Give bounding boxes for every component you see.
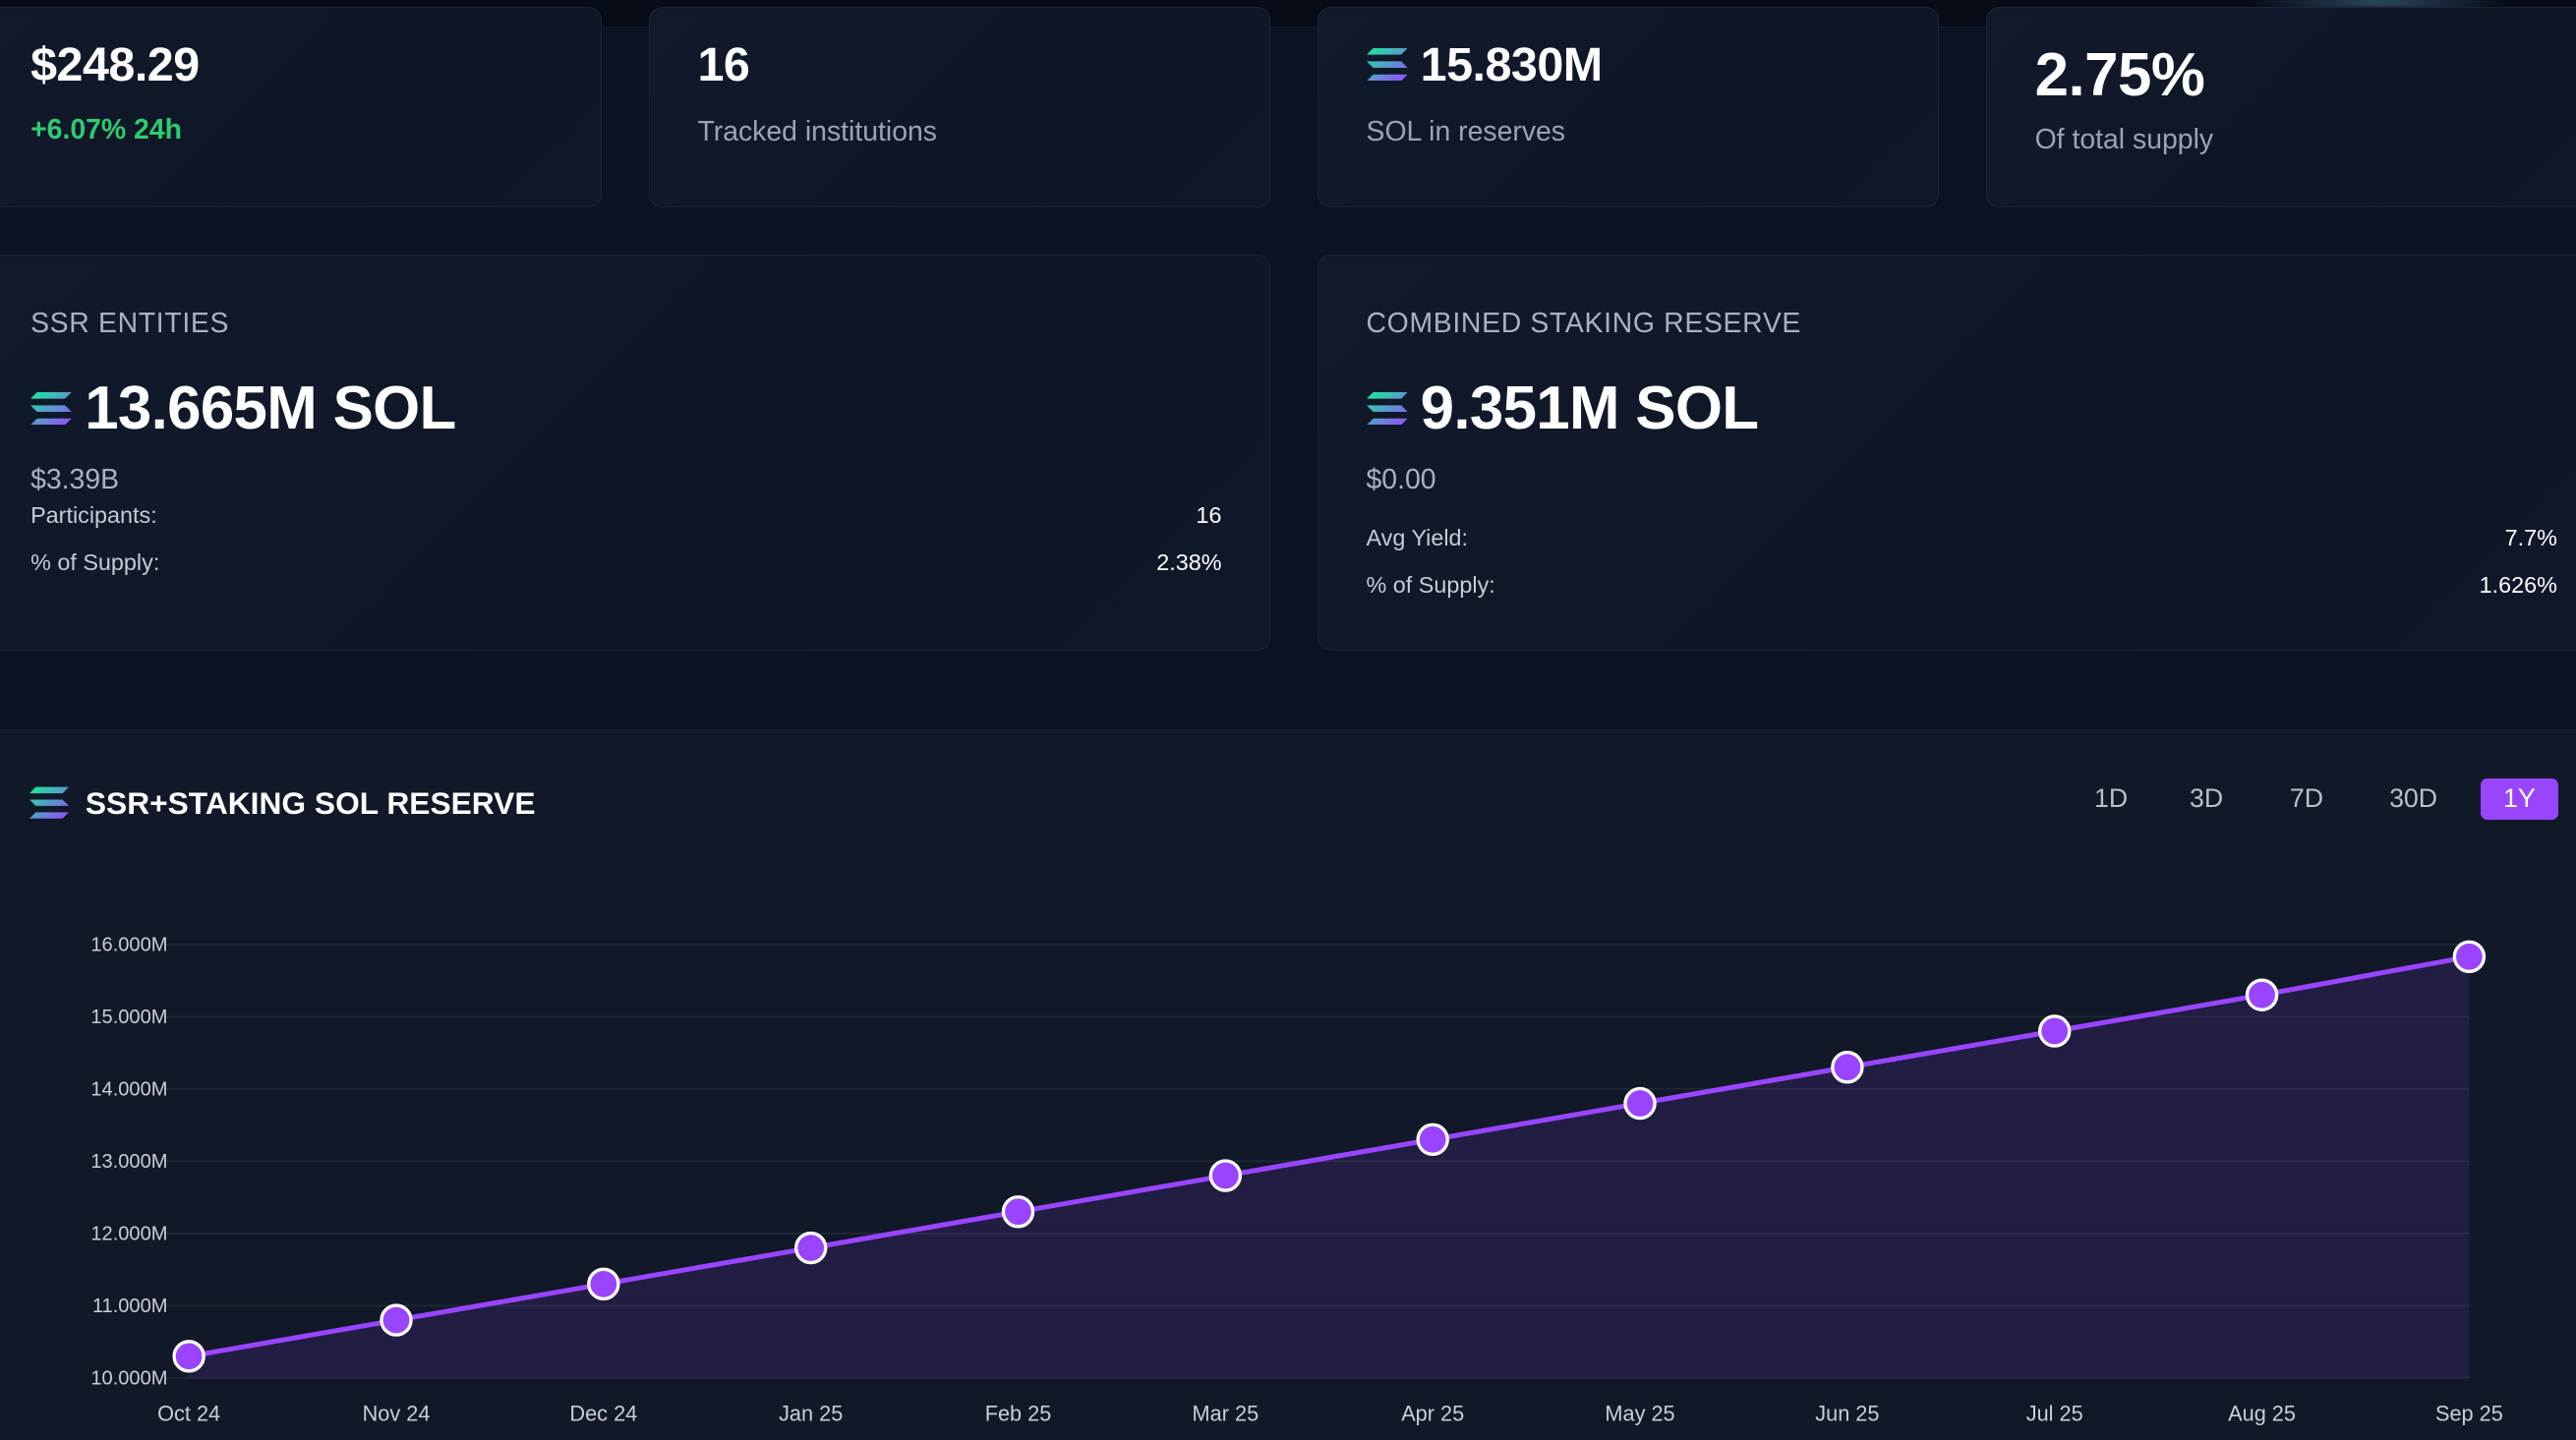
ssr-amount: 13.665M SOL [85,374,456,443]
price-card: $248.29 +6.07% 24h [0,6,602,207]
reserves-label: SOL in reserves [1366,115,1566,147]
ssr-usd: $3.39B [30,464,120,496]
timeframe-3d[interactable]: 3D [2189,783,2224,814]
reserves-card: 15.830M SOL in reserves [1317,6,1939,207]
chart-panel [0,728,2576,1440]
supply-label: Of total supply [2034,124,2214,156]
price-change: +6.07% 24h [30,114,182,146]
solana-logo-icon [1366,392,1408,426]
staking-amount: 9.351M SOL [1420,374,1759,443]
reserves-value: 15.830M [1420,37,1604,91]
institutions-label: Tracked institutions [697,115,937,147]
staking-row-label: % of Supply: [1366,572,1495,599]
staking-reserve-card: COMBINED STAKING RESERVE 9.351M SOL $0.0… [1317,254,2576,651]
supply-percent: 2.75% [2034,41,2205,110]
ssr-row-supply: % of Supply: 2.38% [30,549,1221,576]
staking-row-label: Avg Yield: [1366,525,1469,550]
ssr-title: SSR ENTITIES [30,308,230,340]
supply-card: 2.75% Of total supply [1986,6,2576,207]
sol-price: $248.29 [30,37,200,91]
institutions-card: 16 Tracked institutions [649,6,1270,207]
timeframe-30d[interactable]: 30D [2389,783,2438,814]
timeframe-7d[interactable]: 7D [2289,783,2324,814]
ssr-row-value: 16 [1196,501,1222,528]
staking-row-supply: % of Supply: 1.626% [1367,572,2557,599]
staking-row-value: 1.626% [2479,572,2557,599]
staking-row-yield: Avg Yield: 7.7% [1367,525,2557,551]
ssr-entities-card: SSR ENTITIES 13.665M SOL $3.39B Particip… [0,254,1270,651]
ssr-row-value: 2.38% [1156,549,1222,576]
staking-title: COMBINED STAKING RESERVE [1366,308,1802,340]
chart-title-wrap: SSR+STAKING SOL RESERVE [29,785,535,822]
staking-amount-wrap: 9.351M SOL [1366,374,1759,443]
reserves-value-wrap: 15.830M [1366,37,1604,92]
solana-logo-icon [29,787,70,820]
solana-logo-icon [1366,48,1408,82]
ssr-row-label: Participants: [30,501,157,528]
staking-usd: $0.00 [1366,464,1436,496]
chart-title: SSR+STAKING SOL RESERVE [85,784,536,821]
institutions-count: 16 [697,37,750,91]
staking-row-value: 7.7% [2504,525,2557,550]
solana-logo-icon [30,392,72,426]
timeframe-1y[interactable]: 1Y [2481,778,2558,820]
ssr-row-label: % of Supply: [30,549,160,576]
ssr-amount-wrap: 13.665M SOL [30,374,456,443]
timeframe-1d[interactable]: 1D [2094,783,2129,814]
ssr-row-participants: Participants: 16 [30,502,1221,529]
